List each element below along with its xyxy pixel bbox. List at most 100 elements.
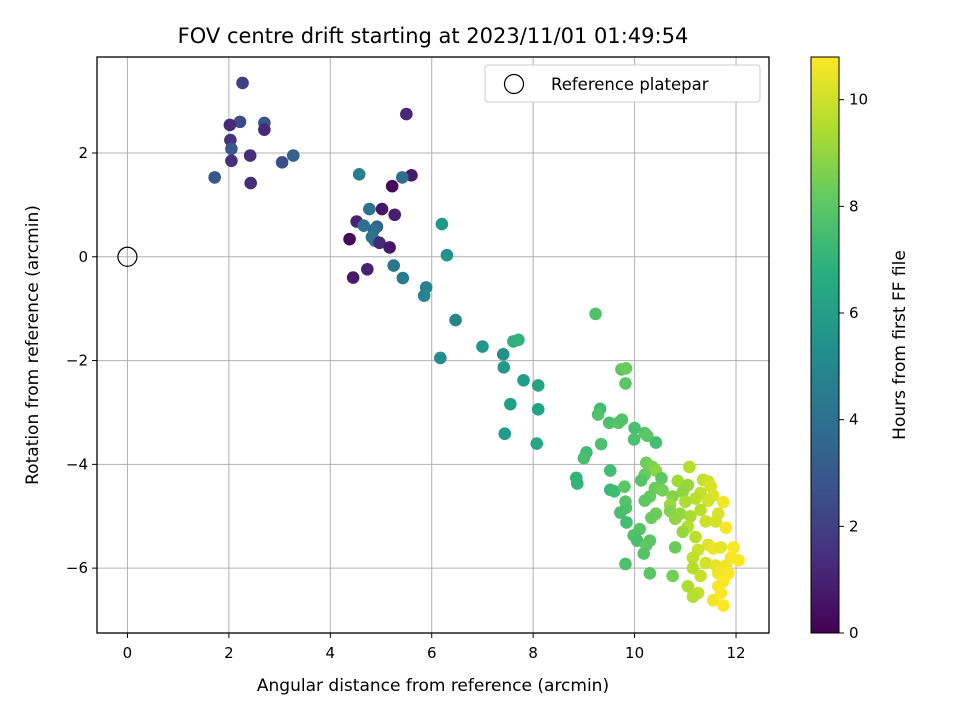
- colorbar: 0 2 4 6 8 10 Hours from first FF file: [810, 56, 910, 642]
- data-point: [694, 569, 707, 583]
- colorbar-label: Hours from first FF file: [890, 250, 910, 440]
- data-point: [640, 429, 654, 443]
- legend-box: [484, 64, 761, 103]
- x-tick-label: 4: [326, 644, 336, 662]
- data-point: [694, 503, 707, 517]
- colorbar-tick-label: 6: [849, 304, 859, 322]
- data-point: [363, 202, 376, 216]
- data-point: [603, 464, 617, 477]
- data-point: [417, 289, 431, 303]
- data-point: [530, 437, 544, 450]
- data-point: [676, 525, 690, 539]
- data-point: [591, 408, 605, 421]
- colorbar-gradient: [810, 56, 840, 634]
- data-point: [594, 437, 608, 451]
- data-point: [589, 307, 602, 321]
- y-axis-ticks: −6 −4 −2 0 2: [66, 144, 97, 577]
- data-point: [608, 485, 621, 498]
- data-point: [435, 217, 449, 231]
- data-point: [440, 248, 454, 262]
- data-point: [689, 530, 702, 544]
- grid-lines: [97, 57, 769, 633]
- data-point: [706, 594, 720, 607]
- data-point: [223, 118, 237, 132]
- data-point: [699, 515, 712, 528]
- chart-title: FOV centre drift starting at 2023/11/01 …: [178, 24, 689, 48]
- data-point: [208, 171, 221, 184]
- data-point: [634, 474, 648, 487]
- data-point: [517, 373, 530, 387]
- data-point: [714, 541, 728, 554]
- data-point: [686, 551, 700, 565]
- data-point: [387, 259, 400, 272]
- reference-marker: [117, 246, 138, 267]
- data-point: [619, 557, 632, 571]
- data-point: [668, 541, 682, 554]
- y-tick-label: 2: [78, 144, 88, 162]
- data-point: [498, 427, 512, 441]
- data-point: [655, 472, 668, 485]
- data-point: [684, 509, 697, 523]
- data-point: [719, 521, 733, 534]
- data-point: [628, 421, 641, 435]
- data-point: [343, 232, 356, 246]
- data-point: [400, 107, 413, 121]
- x-axis-ticks: 0 2 4 6 8 10 12: [123, 633, 746, 662]
- data-point: [668, 512, 682, 526]
- data-point: [346, 271, 360, 284]
- data-point: [649, 436, 663, 449]
- data-point: [679, 495, 692, 509]
- data-point: [396, 171, 409, 184]
- y-tick-label: −2: [66, 352, 88, 370]
- data-point: [683, 460, 696, 474]
- data-point: [512, 333, 525, 347]
- data-point: [638, 494, 652, 507]
- data-point: [570, 477, 584, 490]
- data-point: [383, 241, 396, 254]
- data-point: [225, 142, 238, 156]
- data-point: [531, 403, 545, 416]
- data-point: [618, 480, 631, 493]
- data-point: [385, 179, 399, 193]
- data-point: [497, 361, 511, 374]
- x-tick-label: 12: [726, 644, 745, 662]
- data-point: [656, 483, 669, 497]
- data-point: [602, 416, 616, 430]
- data-point: [434, 351, 447, 365]
- data-point: [717, 599, 730, 612]
- data-point: [627, 433, 641, 446]
- data-point: [619, 377, 632, 390]
- x-tick-label: 0: [123, 644, 133, 662]
- x-tick-label: 10: [625, 644, 644, 662]
- data-point: [643, 567, 657, 580]
- legend-label: Reference platepar: [551, 75, 709, 94]
- data-point: [244, 176, 257, 190]
- legend-marker-icon: [503, 73, 525, 95]
- data-point: [577, 451, 591, 465]
- colorbar-tick-label: 10: [849, 91, 868, 109]
- colorbar-ticks: 0 2 4 6 8 10: [839, 91, 868, 642]
- reference-marker-layer: [117, 246, 138, 267]
- x-tick-label: 2: [224, 644, 234, 662]
- data-point: [671, 474, 685, 488]
- colorbar-tick-label: 0: [849, 624, 859, 642]
- data-point: [615, 413, 629, 427]
- data-points: [208, 76, 745, 612]
- y-tick-label: −4: [66, 455, 88, 473]
- data-point: [676, 485, 690, 499]
- data-point: [258, 123, 271, 136]
- data-point: [388, 208, 402, 222]
- data-point: [449, 313, 462, 327]
- data-point: [727, 541, 740, 554]
- data-point: [352, 167, 366, 181]
- y-tick-label: −6: [66, 559, 88, 577]
- colorbar-tick-label: 2: [849, 517, 859, 535]
- data-point: [701, 494, 715, 507]
- y-tick-label: 0: [78, 248, 88, 266]
- data-point: [686, 590, 700, 603]
- data-point: [476, 340, 489, 353]
- x-tick-label: 6: [427, 644, 437, 662]
- data-point: [375, 202, 389, 216]
- data-point: [357, 219, 371, 232]
- data-point: [699, 556, 712, 570]
